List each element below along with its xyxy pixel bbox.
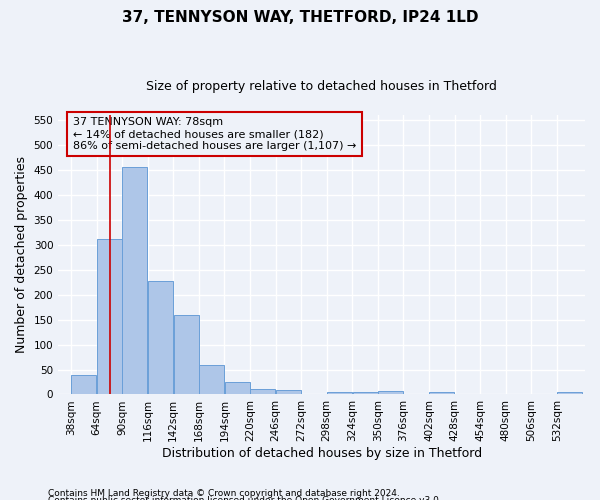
Bar bbox=[122, 167, 148, 394]
Bar bbox=[199, 365, 224, 394]
Bar bbox=[378, 392, 403, 394]
Text: Contains HM Land Registry data © Crown copyright and database right 2024.: Contains HM Land Registry data © Crown c… bbox=[48, 488, 400, 498]
Bar bbox=[173, 314, 199, 394]
Y-axis label: Number of detached properties: Number of detached properties bbox=[15, 156, 28, 353]
Bar bbox=[250, 389, 275, 394]
Bar bbox=[327, 392, 352, 394]
Text: 37 TENNYSON WAY: 78sqm
← 14% of detached houses are smaller (182)
86% of semi-de: 37 TENNYSON WAY: 78sqm ← 14% of detached… bbox=[73, 118, 356, 150]
Title: Size of property relative to detached houses in Thetford: Size of property relative to detached ho… bbox=[146, 80, 497, 93]
Text: Contains public sector information licensed under the Open Government Licence v3: Contains public sector information licen… bbox=[48, 496, 442, 500]
Text: 37, TENNYSON WAY, THETFORD, IP24 1LD: 37, TENNYSON WAY, THETFORD, IP24 1LD bbox=[122, 10, 478, 25]
Bar bbox=[276, 390, 301, 394]
X-axis label: Distribution of detached houses by size in Thetford: Distribution of detached houses by size … bbox=[161, 447, 482, 460]
Bar bbox=[97, 240, 122, 394]
Bar bbox=[71, 376, 96, 394]
Bar bbox=[557, 392, 582, 394]
Bar bbox=[429, 392, 454, 394]
Bar bbox=[148, 280, 173, 394]
Bar bbox=[224, 382, 250, 394]
Bar bbox=[353, 392, 377, 394]
